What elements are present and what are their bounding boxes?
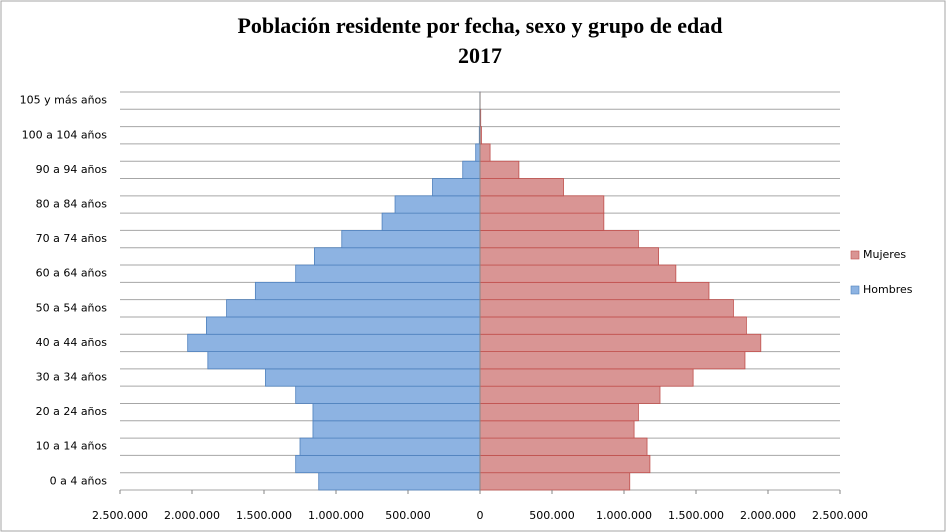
x-tick-label: 1.500.000 [668, 509, 724, 522]
bar [381, 212, 481, 231]
bar [479, 178, 564, 197]
bar [312, 420, 481, 439]
y-tick-label: 105 y más años [20, 94, 108, 107]
bar [479, 212, 605, 231]
bar [394, 195, 481, 214]
x-tick-label: 2.500.000 [812, 509, 868, 522]
y-tick-label: 70 a 74 años [36, 232, 108, 245]
bar [226, 299, 481, 318]
bar [295, 454, 481, 474]
bar [479, 403, 639, 422]
x-tick-label: 1.500.000 [236, 509, 292, 522]
bar [205, 316, 481, 335]
bar [479, 351, 746, 370]
y-tick-label: 30 a 34 años [36, 371, 108, 384]
bar [479, 264, 677, 283]
bar [479, 281, 710, 301]
legend-label: Hombres [863, 283, 913, 296]
bar [479, 437, 648, 456]
bar [312, 403, 481, 422]
y-tick-label: 90 a 94 años [36, 163, 108, 176]
x-tick-label: 1.000.000 [596, 509, 652, 522]
bar [479, 143, 491, 162]
chart-title: Población residente por fecha, sexo y gr… [237, 13, 722, 38]
y-tick-label: 10 a 14 años [36, 440, 108, 453]
bar [479, 368, 694, 387]
y-tick-label: 80 a 84 años [36, 197, 108, 210]
bar [479, 160, 520, 179]
bar [479, 247, 659, 266]
bar [479, 454, 651, 474]
y-tick-label: 50 a 54 años [36, 301, 108, 314]
bar [479, 333, 762, 352]
bar [295, 264, 481, 283]
legend-swatch [850, 250, 860, 260]
bar [313, 247, 481, 266]
bar [479, 230, 639, 249]
bar [187, 333, 481, 352]
y-tick-label: 100 a 104 años [22, 128, 108, 141]
bar [341, 230, 481, 249]
bar [479, 385, 661, 404]
bar [479, 299, 734, 318]
y-tick-label: 0 a 4 años [50, 474, 108, 487]
bar [479, 316, 747, 335]
chart-subtitle: 2017 [458, 43, 502, 68]
bar [479, 195, 605, 214]
bar [318, 472, 481, 491]
bar [265, 368, 481, 387]
bar [475, 143, 481, 162]
x-tick-label: 0 [477, 509, 484, 522]
y-tick-label: 20 a 24 años [36, 405, 108, 418]
bar [479, 420, 635, 439]
bar [462, 160, 481, 179]
x-tick-label: 500.000 [385, 509, 431, 522]
x-tick-label: 1.000.000 [308, 509, 364, 522]
x-tick-label: 500.000 [529, 509, 575, 522]
bar [299, 437, 481, 456]
y-tick-label: 60 a 64 años [36, 267, 108, 280]
legend-label: Mujeres [863, 248, 906, 261]
bar [432, 178, 481, 197]
x-tick-label: 2.000.000 [164, 509, 220, 522]
y-tick-label: 40 a 44 años [36, 336, 108, 349]
bar [207, 351, 481, 370]
legend-swatch [850, 285, 860, 295]
bar [254, 281, 481, 301]
x-tick-label: 2.500.000 [92, 509, 148, 522]
bar [479, 472, 631, 491]
x-tick-label: 2.000.000 [740, 509, 796, 522]
bar [295, 385, 481, 404]
